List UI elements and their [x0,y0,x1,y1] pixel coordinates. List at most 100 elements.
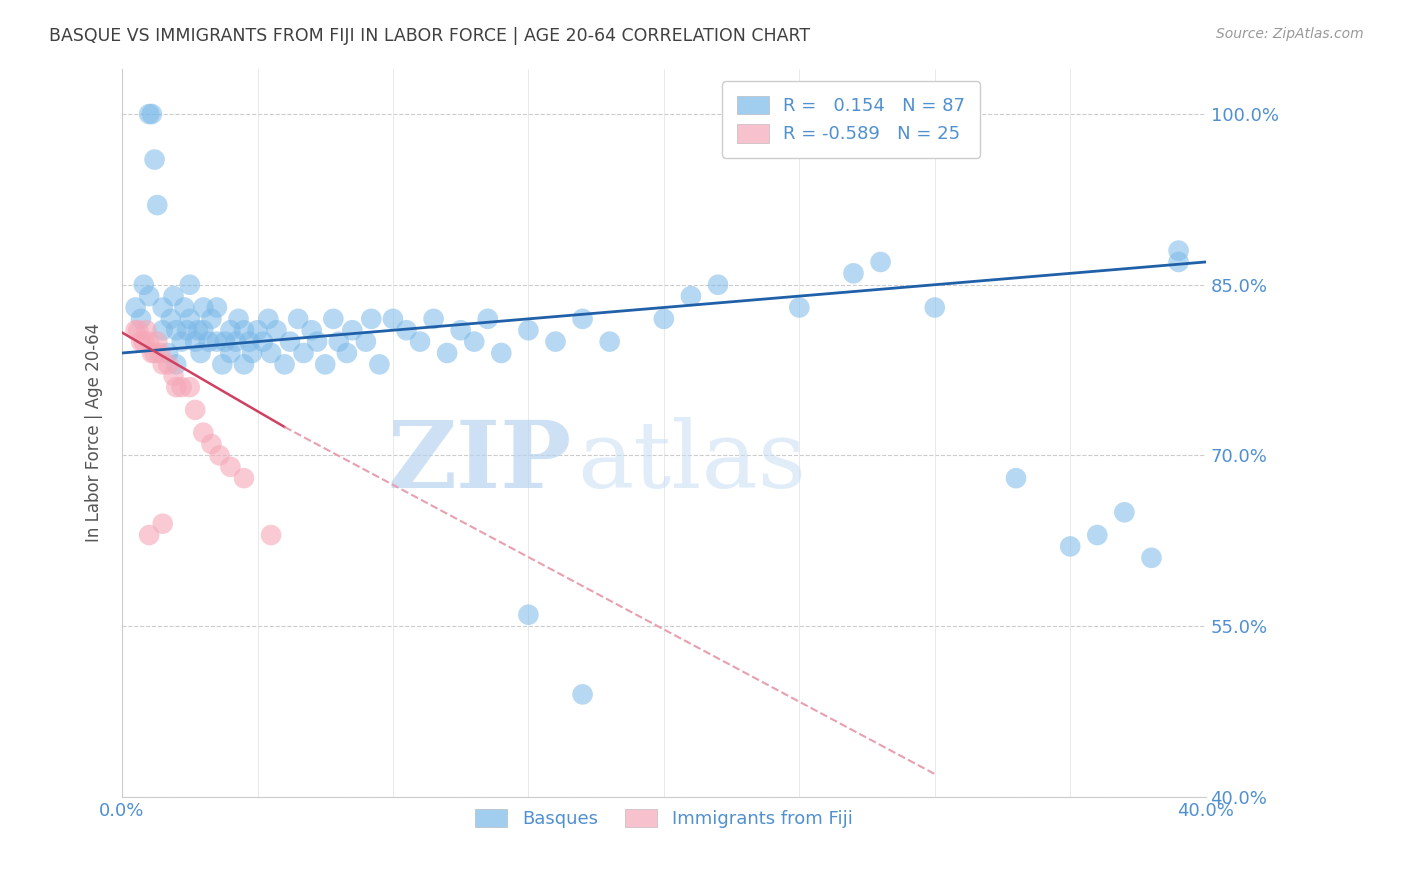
Point [225,334,247,349]
Point [652,311,675,326]
Point [1085,528,1108,542]
Point [141,107,163,121]
Point [266,323,288,337]
Point [187,323,209,337]
Point [176,323,198,337]
Point [260,528,283,542]
Point [544,334,567,349]
Point [219,346,242,360]
Text: Source: ZipAtlas.com: Source: ZipAtlas.com [1216,27,1364,41]
Point [135,323,157,337]
Point [152,323,174,337]
Point [257,311,280,326]
Point [152,516,174,531]
Point [170,380,193,394]
Point [707,277,730,292]
Point [252,334,274,349]
Point [129,334,152,349]
Point [132,277,155,292]
Point [138,107,160,121]
Point [238,334,260,349]
Point [322,311,344,326]
Point [162,289,184,303]
Point [233,357,256,371]
Point [159,311,181,326]
Point [450,323,472,337]
Point [184,403,207,417]
Point [1005,471,1028,485]
Point [205,334,228,349]
Point [152,301,174,315]
Point [273,357,295,371]
Point [517,323,540,337]
Point [463,334,485,349]
Point [422,311,444,326]
Y-axis label: In Labor Force | Age 20-64: In Labor Force | Age 20-64 [86,323,103,542]
Point [924,301,946,315]
Point [214,334,236,349]
Point [197,334,219,349]
Point [127,323,149,337]
Point [170,334,193,349]
Text: ZIP: ZIP [388,417,572,507]
Point [1140,550,1163,565]
Point [129,311,152,326]
Point [679,289,702,303]
Point [138,334,160,349]
Point [360,311,382,326]
Point [138,289,160,303]
Point [138,528,160,542]
Point [184,334,207,349]
Point [233,323,256,337]
Point [193,301,215,315]
Point [143,346,166,360]
Point [173,301,195,315]
Point [152,357,174,371]
Point [246,323,269,337]
Point [336,346,359,360]
Point [200,437,222,451]
Point [146,334,169,349]
Point [149,346,172,360]
Point [599,334,621,349]
Point [260,346,283,360]
Point [354,334,377,349]
Point [219,323,242,337]
Point [208,449,231,463]
Point [342,323,364,337]
Point [162,368,184,383]
Point [146,198,169,212]
Point [193,425,215,440]
Point [190,346,212,360]
Point [571,687,593,701]
Point [278,334,301,349]
Point [436,346,458,360]
Point [787,301,810,315]
Point [292,346,315,360]
Point [193,323,215,337]
Point [179,277,201,292]
Point [165,323,187,337]
Point [571,311,593,326]
Point [219,459,242,474]
Point [1167,255,1189,269]
Point [124,301,146,315]
Point [307,334,329,349]
Point [477,311,499,326]
Point [205,301,228,315]
Point [517,607,540,622]
Point [869,255,891,269]
Point [287,311,309,326]
Point [301,323,323,337]
Point [1167,244,1189,258]
Point [842,266,865,280]
Point [143,153,166,167]
Point [368,357,391,371]
Text: BASQUE VS IMMIGRANTS FROM FIJI IN LABOR FORCE | AGE 20-64 CORRELATION CHART: BASQUE VS IMMIGRANTS FROM FIJI IN LABOR … [49,27,810,45]
Point [228,311,250,326]
Text: atlas: atlas [578,417,807,507]
Point [240,346,263,360]
Point [179,380,201,394]
Point [165,380,187,394]
Point [1059,540,1081,554]
